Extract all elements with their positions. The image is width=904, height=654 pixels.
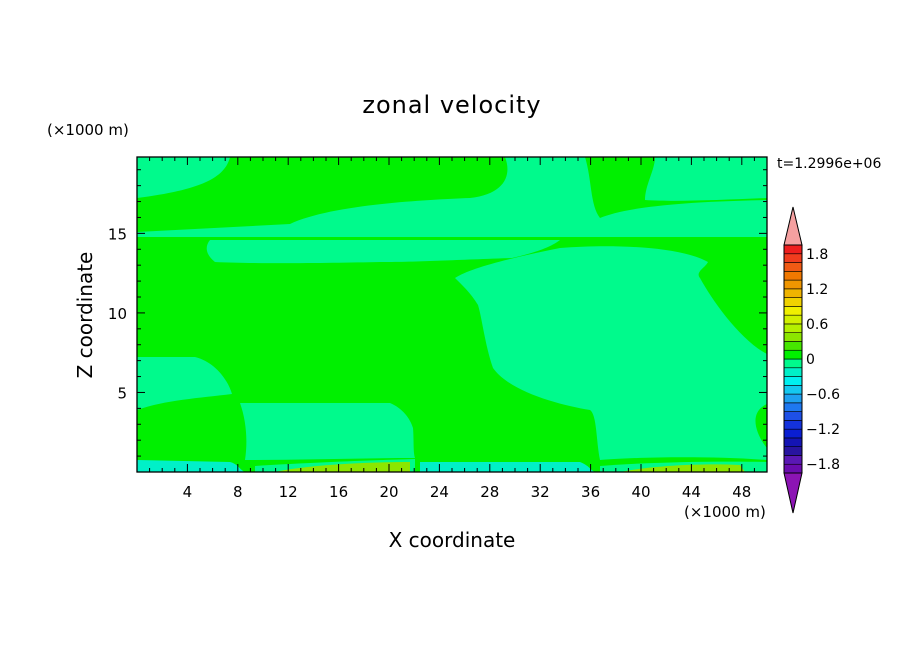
- colorbar-swatch: [783, 402, 803, 412]
- colorbar-swatch: [783, 437, 803, 447]
- contour-region: [455, 246, 767, 460]
- x-tick-label: 16: [329, 483, 348, 501]
- colorbar-tick-label: −0.6: [806, 387, 840, 403]
- colorbar-swatch: [783, 367, 803, 377]
- x-tick-label: 28: [480, 483, 499, 501]
- colorbar-swatch: [783, 253, 803, 263]
- colorbar-swatch: [783, 385, 803, 395]
- y-tick-label: 10: [108, 305, 127, 323]
- colorbar-swatch: [783, 341, 803, 351]
- contour-region: [420, 462, 595, 472]
- x-tick-label: 20: [379, 483, 398, 501]
- contour-region: [240, 403, 415, 460]
- colorbar-swatch: [783, 314, 803, 325]
- x-axis-unit: (×1000 m): [684, 503, 766, 521]
- x-tick-label: 12: [279, 483, 298, 501]
- contour-region: [137, 357, 232, 410]
- contour-region: [137, 157, 767, 237]
- colorbar-tick-label: 1.2: [806, 282, 828, 298]
- chart-title: zonal velocity: [362, 91, 541, 119]
- x-tick-label: 24: [430, 483, 449, 501]
- colorbar-swatch: [783, 271, 803, 281]
- colorbar-swatch: [783, 420, 803, 430]
- y-tick-label: 15: [108, 225, 127, 243]
- colorbar-swatch: [783, 358, 803, 369]
- contour-region: [137, 157, 230, 198]
- colorbar-swatch: [783, 463, 803, 474]
- x-tick-label: 44: [682, 483, 701, 501]
- colorbar-swatch: [783, 446, 803, 456]
- x-tick-label: 4: [183, 483, 193, 501]
- colorbar: 1.8 1.2 0.6 0 −0.6 −1.2 −1.8: [783, 206, 840, 514]
- plot-area: [137, 157, 767, 472]
- x-tick-label: 36: [581, 483, 600, 501]
- colorbar-swatch: [783, 455, 803, 465]
- colorbar-tick-label: −1.8: [806, 457, 840, 473]
- colorbar-swatch: [783, 349, 803, 360]
- time-label: t=1.2996e+06: [777, 156, 881, 172]
- x-tick-label: 48: [732, 483, 751, 501]
- colorbar-swatch: [783, 279, 803, 290]
- y-axis-label: Z coordinate: [73, 252, 97, 379]
- colorbar-swatch: [783, 288, 803, 298]
- colorbar-frame: [783, 244, 803, 474]
- x-tick-label: 8: [233, 483, 243, 501]
- colorbar-over-triangle: [783, 206, 803, 246]
- colorbar-swatch: [783, 244, 803, 255]
- y-axis: 5 10 15: [108, 169, 767, 457]
- colorbar-swatch: [783, 323, 803, 333]
- colorbar-swatch: [783, 332, 803, 342]
- colorbar-swatch: [783, 297, 803, 307]
- x-axis-label: X coordinate: [389, 528, 516, 552]
- colorbar-tick-label: 0.6: [806, 317, 828, 333]
- colorbar-swatch: [783, 376, 803, 386]
- y-tick-label: 5: [117, 384, 127, 402]
- colorbar-tick-label: 0: [806, 352, 815, 368]
- contour-region: [620, 464, 745, 472]
- colorbar-swatch: [783, 262, 803, 272]
- contour-region: [206, 240, 560, 264]
- colorbar-swatch: [783, 393, 803, 404]
- x-axis: 4 8 12 16 20 24 28 32 36 40 44 48: [149, 157, 755, 501]
- x-tick-label: 40: [631, 483, 650, 501]
- x-tick-label: 32: [531, 483, 550, 501]
- contour-region: [645, 157, 767, 201]
- colorbar-swatch: [783, 306, 803, 316]
- y-axis-unit: (×1000 m): [47, 121, 129, 139]
- colorbar-swatch: [783, 411, 803, 421]
- colorbar-under-triangle: [783, 472, 803, 514]
- colorbar-tick-label: 1.8: [806, 247, 828, 263]
- colorbar-tick-label: −1.2: [806, 422, 840, 438]
- colorbar-swatch: [783, 428, 803, 439]
- contour-region: [137, 460, 245, 472]
